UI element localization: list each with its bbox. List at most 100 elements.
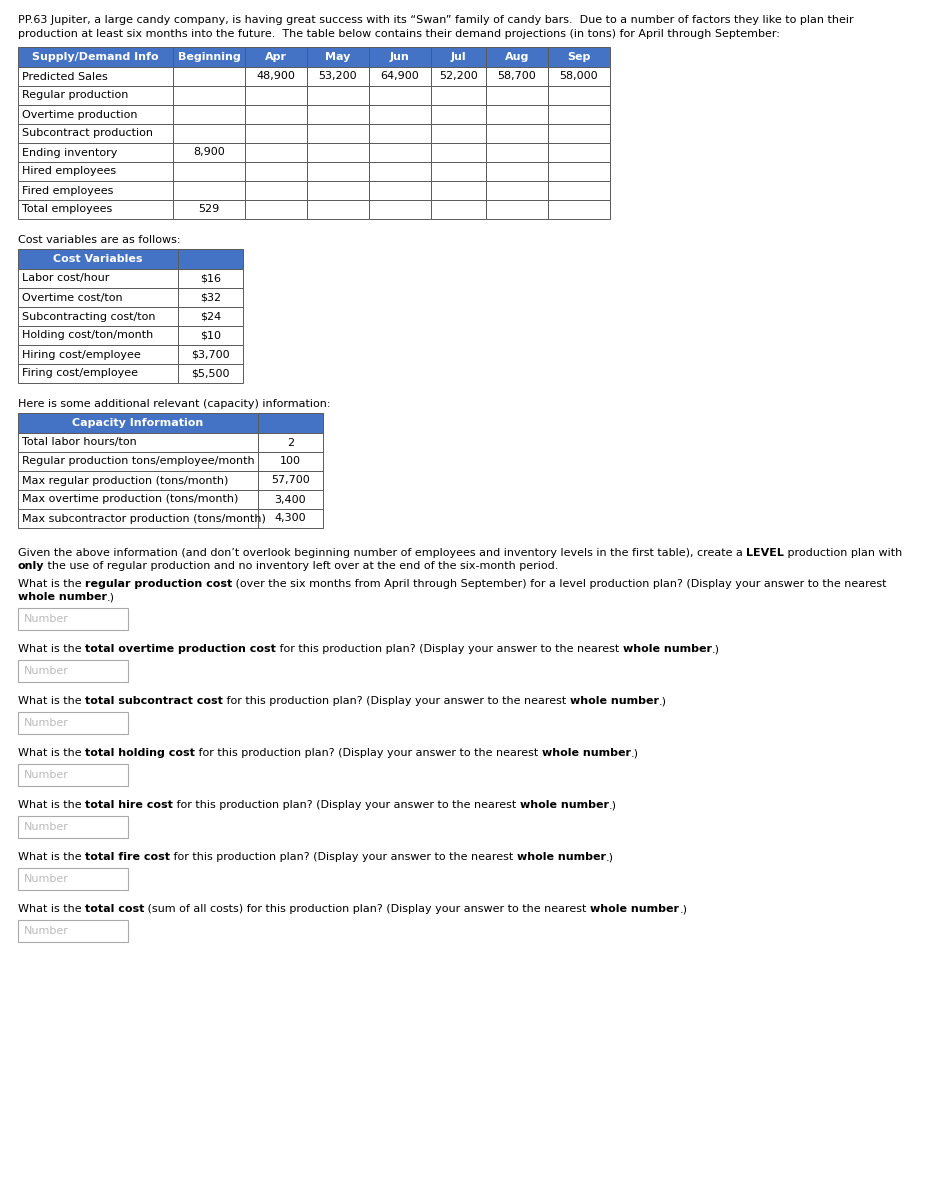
Text: whole number: whole number	[520, 800, 609, 810]
Bar	[548, 105, 610, 124]
Bar	[258, 490, 323, 509]
Bar	[307, 105, 369, 124]
Text: Max overtime production (tons/month): Max overtime production (tons/month)	[22, 494, 238, 505]
Text: total subcontract cost: total subcontract cost	[85, 696, 223, 706]
Text: Ending inventory: Ending inventory	[22, 147, 117, 158]
Bar	[431, 200, 486, 219]
Bar	[307, 47, 369, 67]
Bar	[173, 86, 245, 105]
Bar	[18, 490, 258, 509]
Text: 58,700: 58,700	[498, 72, 537, 81]
Bar	[548, 124, 610, 144]
Bar	[173, 47, 245, 67]
Bar	[18, 413, 258, 433]
Text: Number: Number	[24, 666, 68, 676]
Bar	[18, 452, 258, 471]
Text: Total labor hours/ton: Total labor hours/ton	[22, 438, 137, 447]
Text: What is the: What is the	[18, 852, 85, 862]
Text: Beginning: Beginning	[177, 51, 240, 62]
Text: $24: $24	[200, 311, 221, 322]
Text: $10: $10	[200, 330, 221, 341]
Text: 58,000: 58,000	[560, 72, 598, 81]
Bar	[18, 660, 128, 682]
Text: 529: 529	[198, 205, 219, 214]
Bar	[245, 86, 307, 105]
Bar	[307, 200, 369, 219]
Text: May: May	[325, 51, 351, 62]
Text: What is the: What is the	[18, 643, 85, 654]
Bar	[178, 249, 243, 269]
Bar	[18, 433, 258, 452]
Bar	[258, 433, 323, 452]
Bar	[18, 144, 173, 161]
Bar	[18, 712, 128, 734]
Bar	[431, 181, 486, 200]
Text: Hiring cost/employee: Hiring cost/employee	[22, 349, 141, 360]
Bar	[548, 47, 610, 67]
Bar	[548, 161, 610, 181]
Bar	[258, 452, 323, 471]
Text: 8,900: 8,900	[193, 147, 225, 158]
Bar	[178, 269, 243, 288]
Bar	[548, 86, 610, 105]
Bar	[173, 124, 245, 144]
Bar	[173, 161, 245, 181]
Bar	[486, 47, 548, 67]
Text: the use of regular production and no inventory left over at the end of the six-m: the use of regular production and no inv…	[44, 561, 559, 570]
Bar	[178, 364, 243, 383]
Bar	[245, 181, 307, 200]
Text: LEVEL: LEVEL	[747, 548, 784, 559]
Text: Max subcontractor production (tons/month): Max subcontractor production (tons/month…	[22, 513, 265, 524]
Text: .): .)	[606, 852, 613, 862]
Bar	[178, 307, 243, 327]
Text: .): .)	[679, 904, 688, 914]
Bar	[245, 105, 307, 124]
Bar	[18, 471, 258, 490]
Text: for this production plan? (Display your answer to the nearest: for this production plan? (Display your …	[173, 800, 520, 810]
Text: 2: 2	[287, 438, 294, 447]
Text: 53,200: 53,200	[319, 72, 357, 81]
Text: .): .)	[107, 592, 115, 602]
Text: Regular production tons/employee/month: Regular production tons/employee/month	[22, 457, 254, 466]
Bar	[18, 327, 178, 344]
Bar	[431, 161, 486, 181]
Text: $32: $32	[200, 293, 221, 303]
Bar	[486, 144, 548, 161]
Bar	[18, 920, 128, 942]
Bar	[307, 124, 369, 144]
Bar	[486, 86, 548, 105]
Bar	[369, 105, 431, 124]
Text: Apr: Apr	[265, 51, 287, 62]
Text: .): .)	[712, 643, 719, 654]
Bar	[18, 86, 173, 105]
Text: 64,900: 64,900	[381, 72, 419, 81]
Bar	[258, 471, 323, 490]
Text: Subcontract production: Subcontract production	[22, 128, 153, 139]
Bar	[18, 868, 128, 890]
Bar	[178, 288, 243, 307]
Bar	[173, 181, 245, 200]
Text: total fire cost: total fire cost	[85, 852, 170, 862]
Text: total hire cost: total hire cost	[85, 800, 173, 810]
Text: Fired employees: Fired employees	[22, 185, 113, 195]
Bar	[245, 124, 307, 144]
Text: Number: Number	[24, 770, 68, 780]
Bar	[18, 288, 178, 307]
Text: Here is some additional relevant (capacity) information:: Here is some additional relevant (capaci…	[18, 399, 330, 409]
Bar	[173, 67, 245, 86]
Text: whole number: whole number	[590, 904, 679, 914]
Bar	[431, 105, 486, 124]
Bar	[258, 509, 323, 527]
Bar	[245, 200, 307, 219]
Bar	[307, 67, 369, 86]
Bar	[18, 47, 173, 67]
Text: Hired employees: Hired employees	[22, 166, 116, 177]
Text: whole number: whole number	[569, 696, 658, 706]
Text: $5,500: $5,500	[191, 368, 230, 378]
Bar	[18, 509, 258, 527]
Text: Max regular production (tons/month): Max regular production (tons/month)	[22, 476, 228, 486]
Text: Total employees: Total employees	[22, 205, 113, 214]
Text: only: only	[18, 561, 44, 570]
Text: whole number: whole number	[18, 592, 107, 602]
Text: Regular production: Regular production	[22, 91, 129, 100]
